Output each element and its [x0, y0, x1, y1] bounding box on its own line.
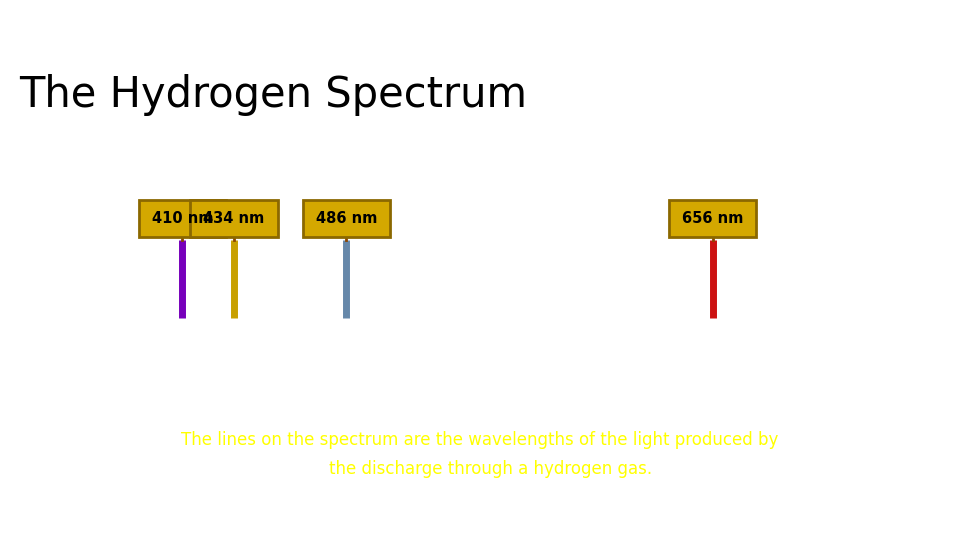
Text: 700 nm: 700 nm [802, 340, 814, 391]
Text: The Hydrogen Spectrum: The Hydrogen Spectrum [19, 75, 527, 116]
FancyBboxPatch shape [669, 200, 756, 238]
Text: What is this light made of?: What is this light made of? [19, 502, 234, 517]
FancyBboxPatch shape [138, 200, 226, 238]
FancyBboxPatch shape [302, 200, 390, 238]
Text: 500 nm: 500 nm [370, 340, 383, 391]
Text: All elements have their own line spectrum emitted when an electric charge is pas: All elements have their own line spectru… [120, 147, 840, 162]
FancyBboxPatch shape [190, 200, 277, 238]
Text: 600 nm: 600 nm [586, 340, 598, 391]
Text: their vapour. For an hydrogen discharge tube this is the line spectrum we would : their vapour. For an hydrogen discharge … [133, 172, 827, 187]
Text: 434 nm: 434 nm [204, 212, 265, 226]
Text: 400 nm: 400 nm [155, 340, 167, 391]
Text: 410 nm: 410 nm [152, 212, 213, 226]
Text: 656 nm: 656 nm [683, 212, 743, 226]
Text: 486 nm: 486 nm [316, 212, 377, 226]
Text: The lines on the spectrum are the wavelengths of the light produced by: The lines on the spectrum are the wavele… [181, 431, 779, 449]
Text: the discharge through a hydrogen gas.: the discharge through a hydrogen gas. [308, 460, 652, 478]
